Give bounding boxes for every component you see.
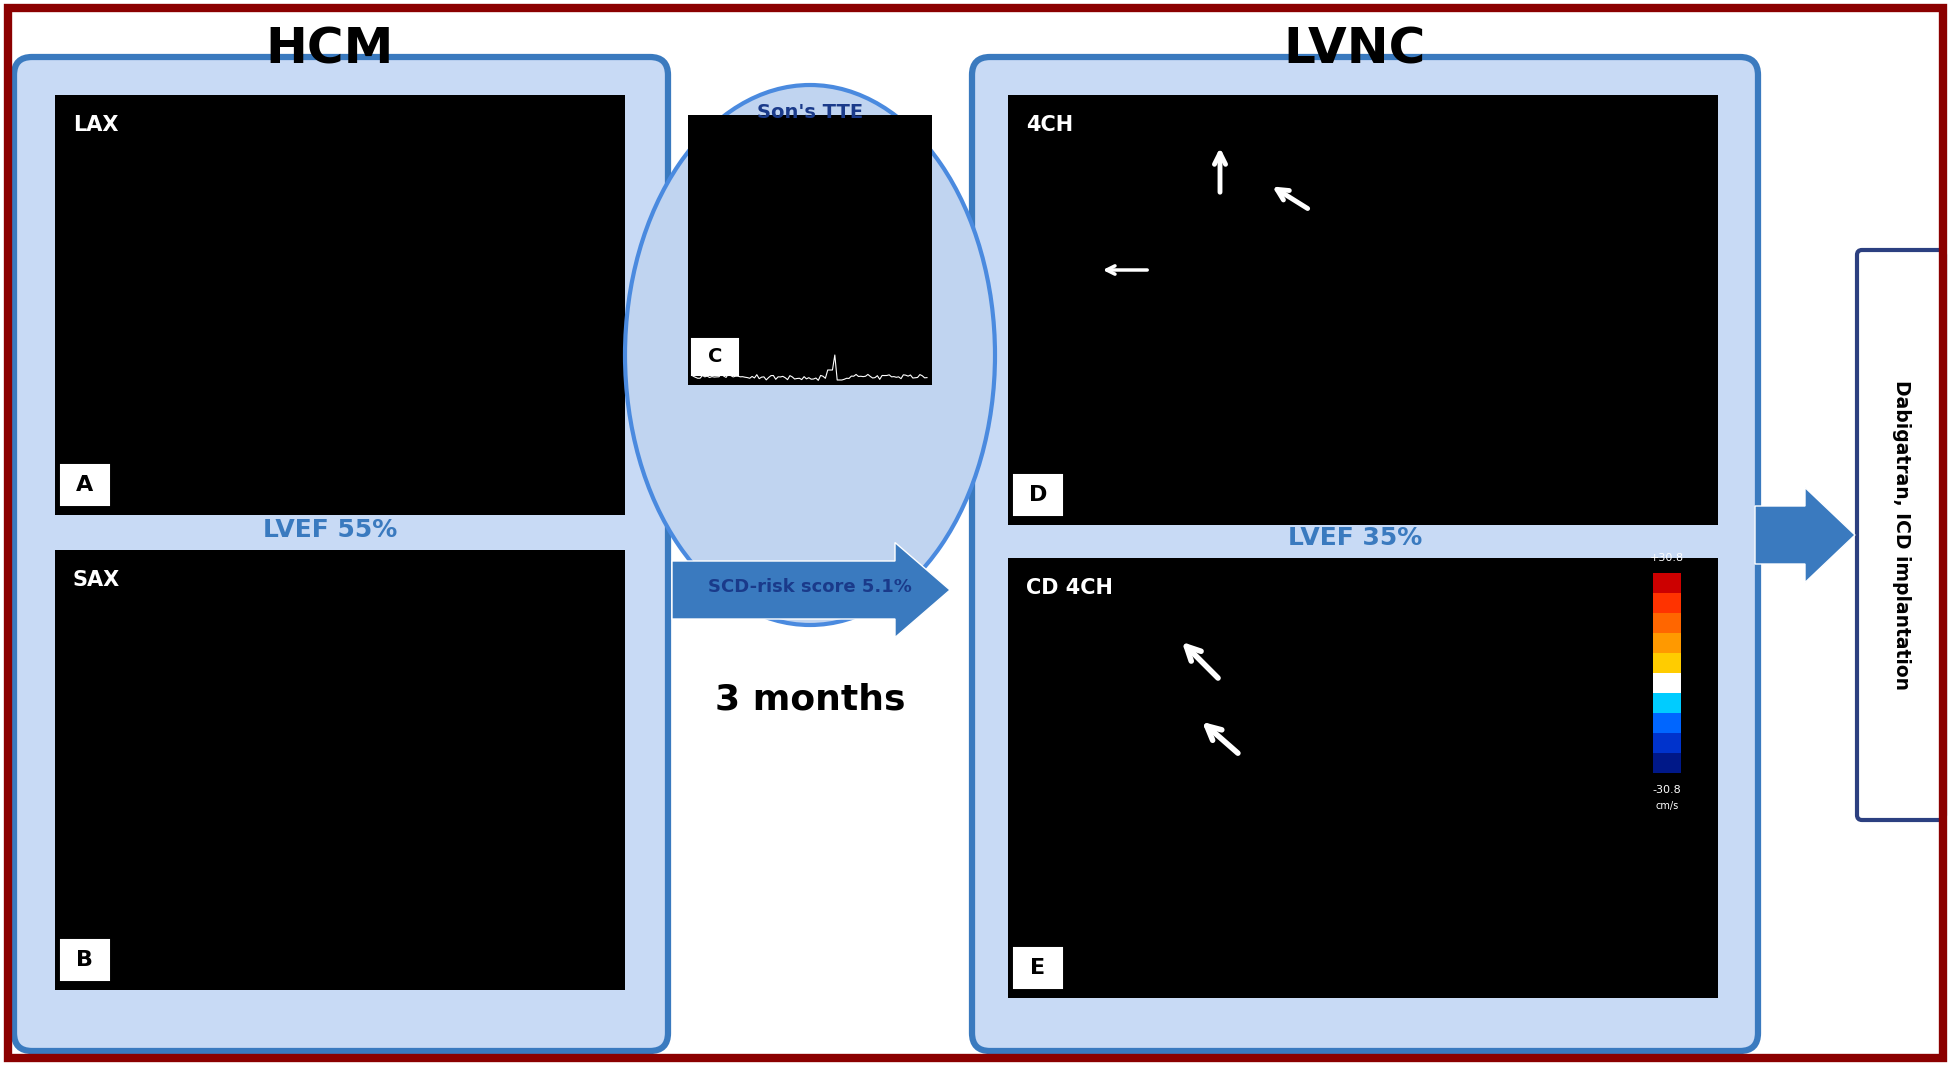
Text: SCD-risk score 5.1%: SCD-risk score 5.1% xyxy=(708,578,911,596)
Text: +30.8: +30.8 xyxy=(1651,553,1684,563)
FancyBboxPatch shape xyxy=(1857,251,1945,820)
Text: -30.8: -30.8 xyxy=(1652,785,1682,795)
Bar xyxy=(55,95,624,515)
Text: LVNC: LVNC xyxy=(1284,26,1426,74)
Text: CD 4CH: CD 4CH xyxy=(1026,578,1112,598)
FancyArrow shape xyxy=(1756,487,1855,582)
FancyArrow shape xyxy=(671,543,950,637)
Ellipse shape xyxy=(624,85,995,625)
Text: cm/s: cm/s xyxy=(1654,801,1678,811)
Bar xyxy=(1009,95,1719,524)
Bar xyxy=(1652,733,1682,753)
Bar xyxy=(1652,613,1682,633)
FancyBboxPatch shape xyxy=(60,465,109,505)
Bar xyxy=(1009,558,1719,998)
Text: 3 months: 3 months xyxy=(714,683,905,717)
Text: D: D xyxy=(1028,485,1048,505)
Bar xyxy=(1652,574,1682,593)
FancyBboxPatch shape xyxy=(1015,948,1061,988)
Text: Dabigatran, ICD implantation: Dabigatran, ICD implantation xyxy=(1892,379,1910,690)
Text: LVEF 35%: LVEF 35% xyxy=(1288,526,1422,550)
Text: E: E xyxy=(1030,958,1046,978)
FancyBboxPatch shape xyxy=(972,56,1758,1051)
Text: C: C xyxy=(708,348,722,367)
Text: HCM: HCM xyxy=(265,26,394,74)
FancyBboxPatch shape xyxy=(1015,475,1061,515)
FancyBboxPatch shape xyxy=(60,940,109,980)
Text: 4CH: 4CH xyxy=(1026,115,1073,135)
Bar xyxy=(1652,673,1682,693)
Text: SAX: SAX xyxy=(72,570,121,589)
Bar xyxy=(55,550,624,990)
Bar xyxy=(1652,593,1682,613)
Bar xyxy=(1652,693,1682,713)
Text: B: B xyxy=(76,950,94,970)
FancyBboxPatch shape xyxy=(14,56,667,1051)
Text: A: A xyxy=(76,475,94,495)
Bar xyxy=(1652,653,1682,673)
Bar xyxy=(689,115,933,385)
Text: LVEF 55%: LVEF 55% xyxy=(263,518,398,542)
Bar xyxy=(1652,633,1682,653)
Text: Son's TTE: Son's TTE xyxy=(757,103,862,123)
FancyBboxPatch shape xyxy=(693,339,737,375)
Text: LAX: LAX xyxy=(72,115,119,135)
Bar xyxy=(1652,713,1682,733)
Bar xyxy=(1652,753,1682,773)
